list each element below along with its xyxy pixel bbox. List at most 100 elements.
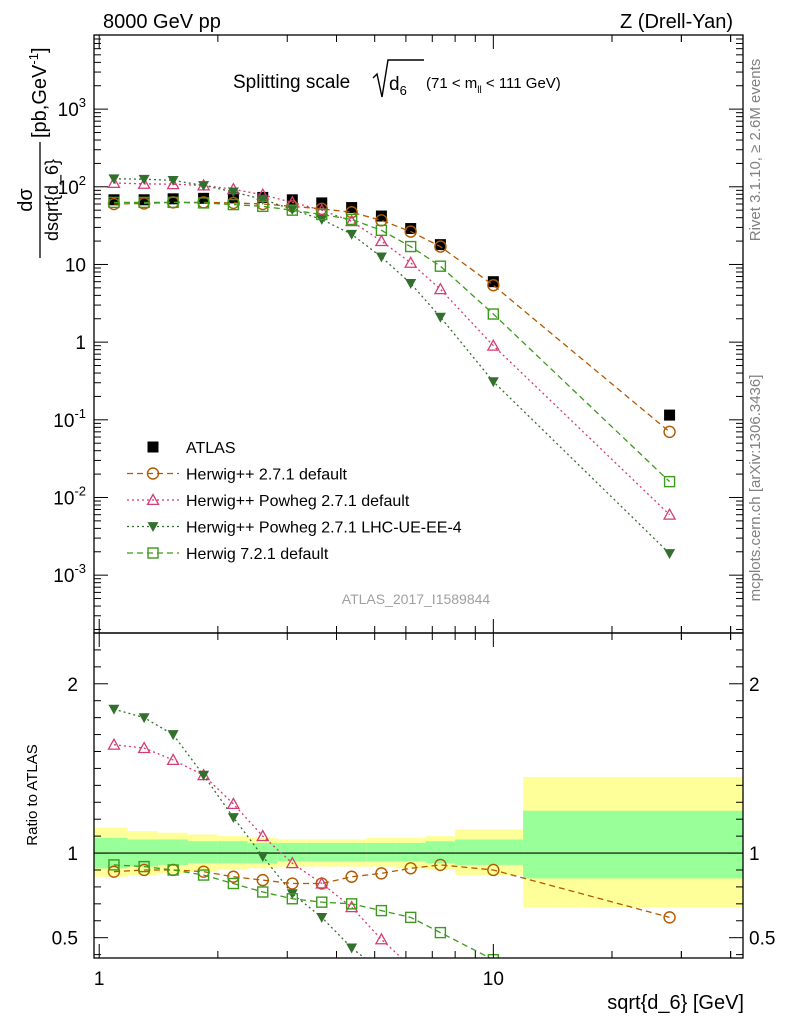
ratio-point-series-2-5 xyxy=(256,829,270,842)
main-point-series-3-13 xyxy=(664,549,676,560)
ratio-band-inner-8 xyxy=(336,842,367,862)
main-point-series-4-9 xyxy=(375,224,388,237)
header-right-label: Z (Drell-Yan) xyxy=(620,11,733,33)
main-point-series-3-5 xyxy=(257,194,269,205)
main-point-series-4-12 xyxy=(487,308,500,320)
mcplots-label: mcplots.cern.ch [arXiv:1306.3436] xyxy=(747,375,764,602)
main-point-series-3-3 xyxy=(198,181,210,191)
legend-label-2: Herwig++ Powheg 2.7.1 default xyxy=(186,493,410,510)
ratio-band-inner-2 xyxy=(158,839,189,865)
main-point-series-4-4 xyxy=(227,198,240,211)
ratio-point-series-4-7 xyxy=(316,896,328,908)
main-point-series-2-0 xyxy=(107,176,121,189)
main-point-series-2-12 xyxy=(486,338,500,351)
main-y-tick-label-6: 103 xyxy=(58,95,86,121)
chart-title-prefix: Splitting scale xyxy=(233,72,350,93)
ratio-point-series-4-10 xyxy=(404,911,417,924)
main-y-tick-label-0: 10-3 xyxy=(53,561,86,587)
ratio-point-series-1-11 xyxy=(434,858,447,872)
ratio-point-series-4-9 xyxy=(375,904,388,917)
ratio-point-series-3-7 xyxy=(316,912,328,923)
ratio-point-series-2-4 xyxy=(226,797,240,810)
legend-label-4: Herwig 7.2.1 default xyxy=(186,546,329,563)
ratio-point-series-2-9 xyxy=(374,932,389,945)
main-point-series-4-11 xyxy=(434,260,447,272)
main-point-series-1-13 xyxy=(663,425,676,439)
main-point-series-1-10 xyxy=(404,225,417,238)
ratio-band-inner-10 xyxy=(395,842,426,862)
main-point-series-2-2 xyxy=(166,177,180,190)
ratio-band-inner-9 xyxy=(366,842,396,862)
main-point-series-3-0 xyxy=(108,174,120,185)
main-y-axis-label: dσ dsqrt{d_6} [pb,GeV-1] xyxy=(15,47,63,258)
main-point-series-3-4 xyxy=(227,187,239,198)
x-tick-label-1: 10 xyxy=(483,969,504,990)
main-point-series-3-9 xyxy=(375,252,387,263)
main-line-series-3 xyxy=(113,178,671,554)
main-point-series-3-6 xyxy=(286,205,298,216)
main-point-series-4-10 xyxy=(404,240,417,253)
ratio-y-tick-label-left-1: 1 xyxy=(67,844,78,865)
x-axis-label: sqrt{d_6} [GeV] xyxy=(607,992,744,1014)
ratio-point-series-3-1 xyxy=(138,713,150,724)
ratio-point-series-4-6 xyxy=(286,893,299,905)
ratio-point-series-2-6 xyxy=(285,856,299,869)
ratio-point-series-1-8 xyxy=(345,870,358,883)
rivet-version-label: Rivet 3.1.10, ≥ 2.6M events xyxy=(747,59,764,242)
ratio-point-series-1-6 xyxy=(286,877,299,890)
ratio-y-tick-label-right-0: 0.5 xyxy=(749,929,775,950)
ratio-point-series-1-12 xyxy=(487,863,500,877)
main-point-series-4-5 xyxy=(257,200,269,213)
main-point-series-0-11 xyxy=(434,239,446,251)
ratio-y-tick-label-left-0: 0.5 xyxy=(52,929,78,950)
ratio-point-series-2-1 xyxy=(137,741,151,754)
main-point-series-0-9 xyxy=(375,210,387,222)
main-point-series-2-10 xyxy=(404,255,418,268)
ratio-point-series-1-10 xyxy=(404,862,417,875)
main-line-series-2 xyxy=(113,182,671,516)
ratio-point-series-4-2 xyxy=(167,864,179,876)
sqrt-sign xyxy=(372,59,424,98)
ratio-point-series-2-7 xyxy=(315,876,329,889)
main-point-series-1-8 xyxy=(345,206,358,219)
main-y-tick-label-2: 10-1 xyxy=(53,406,86,432)
ratio-frame xyxy=(93,632,744,959)
x-tick-label-0: 1 xyxy=(94,969,105,990)
main-y-tick-label-5: 102 xyxy=(58,173,86,199)
ratio-point-series-3-5 xyxy=(257,852,269,862)
ratio-point-series-1-13 xyxy=(663,911,676,924)
legend-label-0: ATLAS xyxy=(186,440,236,457)
main-point-series-3-10 xyxy=(405,279,417,289)
ylabel-denominator: dsqrt{d_6} xyxy=(42,159,63,241)
legend-label-1: Herwig++ 2.7.1 default xyxy=(186,467,348,484)
main-point-series-0-13 xyxy=(664,409,676,421)
ratio-point-series-3-4 xyxy=(227,813,239,824)
ratio-y-axis-label: Ratio to ATLAS xyxy=(24,744,41,845)
main-point-series-4-8 xyxy=(345,213,358,226)
ratio-point-series-4-5 xyxy=(257,886,269,898)
ratio-point-series-4-3 xyxy=(197,869,210,881)
main-point-series-2-1 xyxy=(137,177,151,189)
main-point-series-0-2 xyxy=(167,193,179,205)
ratio-point-series-4-0 xyxy=(108,859,120,871)
legend-marker-0 xyxy=(147,441,159,453)
title-mass-range: (71 < mll < 111 GeV) xyxy=(426,75,561,96)
main-point-series-4-3 xyxy=(197,197,210,209)
legend-marker-4 xyxy=(147,547,159,559)
ratio-point-series-2-8 xyxy=(345,900,359,913)
main-point-series-3-8 xyxy=(346,229,358,240)
ratio-point-series-4-11 xyxy=(434,926,447,939)
ratio-y-tick-label-right-2: 2 xyxy=(749,675,760,696)
main-point-series-4-6 xyxy=(286,204,299,216)
main-point-series-3-11 xyxy=(434,312,446,323)
main-point-series-4-1 xyxy=(138,196,150,209)
legend-marker-2 xyxy=(146,493,160,506)
ratio-point-series-3-3 xyxy=(198,770,210,781)
ratio-point-series-1-9 xyxy=(375,867,388,880)
main-point-series-4-7 xyxy=(316,208,328,221)
legend-marker-3 xyxy=(147,522,159,532)
ratio-point-series-4-8 xyxy=(345,898,358,910)
ratio-point-series-3-9 xyxy=(376,967,387,977)
ratio-y-tick-label-left-2: 2 xyxy=(67,675,78,696)
main-point-series-2-13 xyxy=(662,507,677,520)
